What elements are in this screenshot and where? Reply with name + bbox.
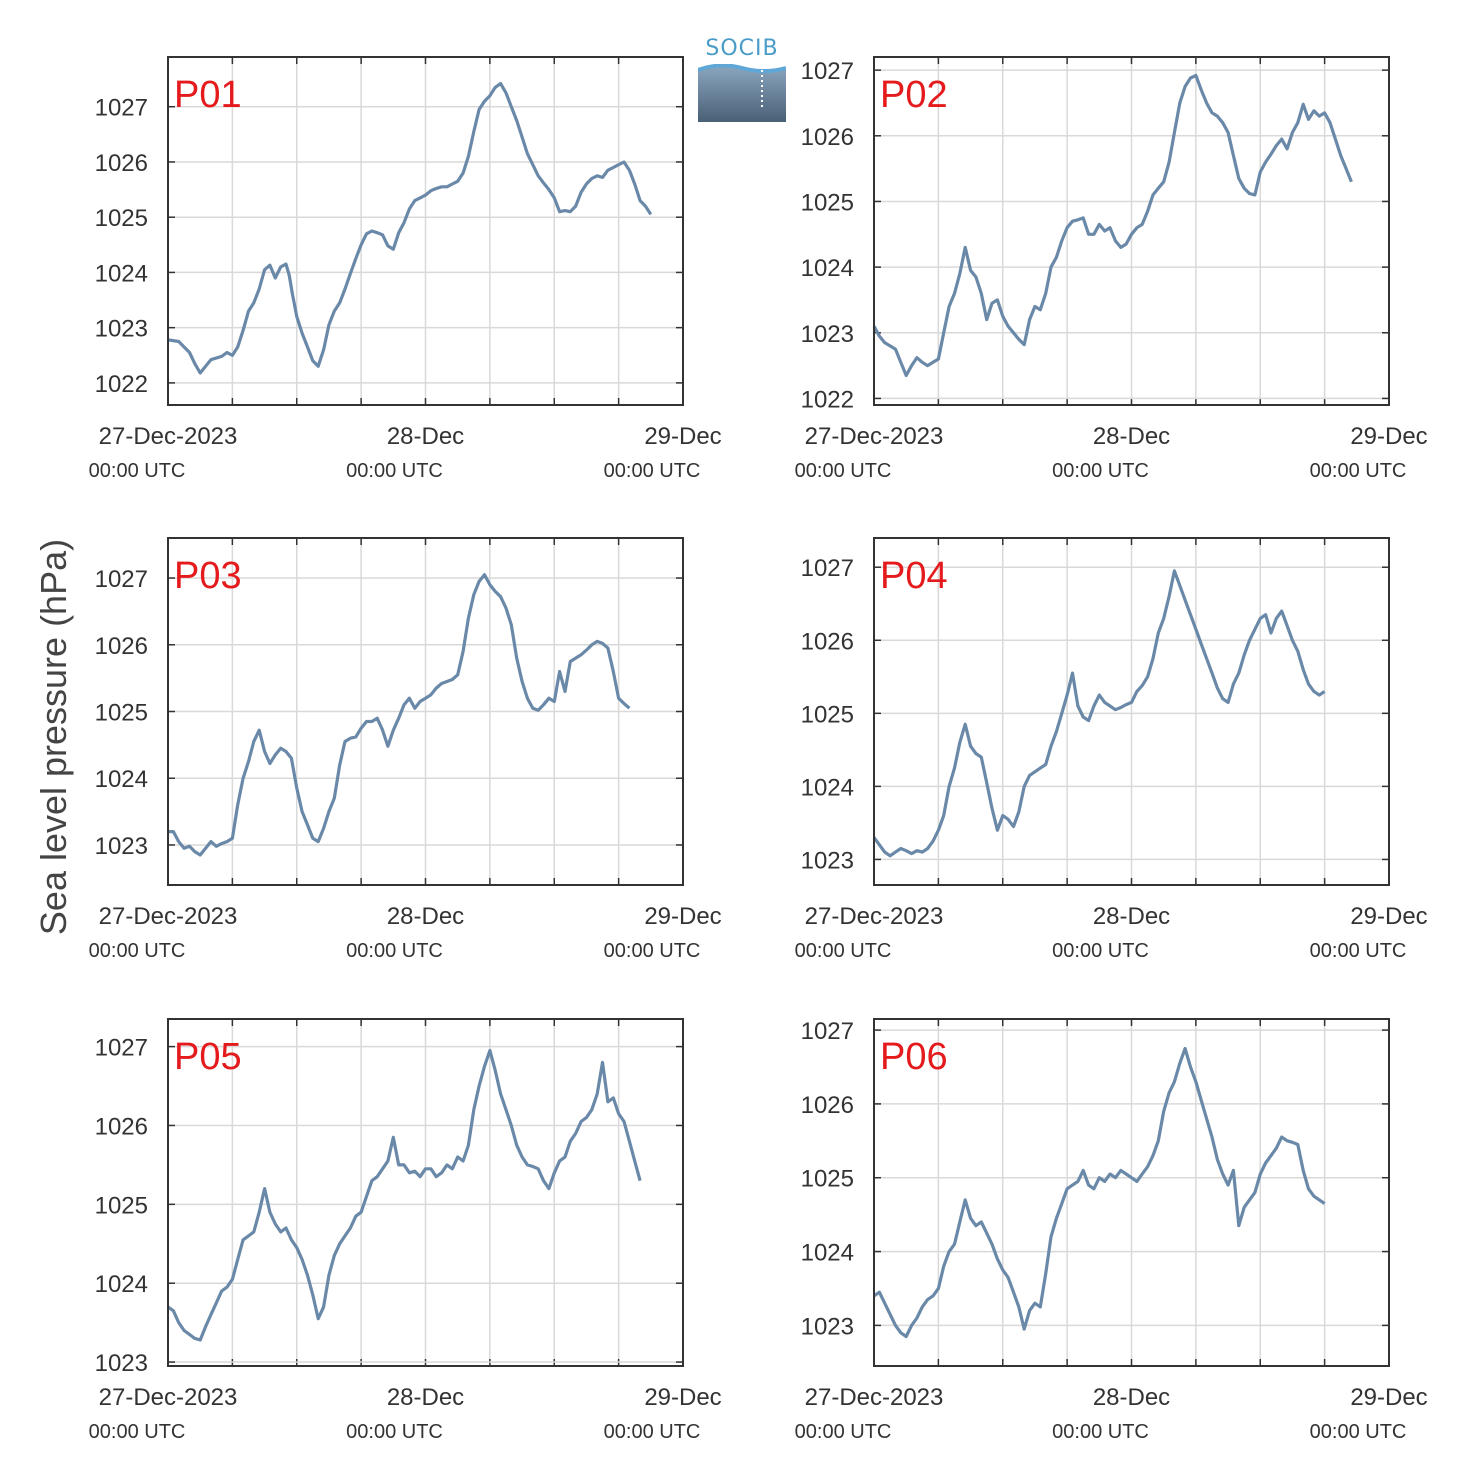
y-tick-label: 1025 — [95, 700, 148, 727]
x-tick-sublabel: 00:00 UTC — [604, 460, 701, 482]
x-tick-sublabel: 00:00 UTC — [346, 460, 443, 482]
x-tick-sublabel: 00:00 UTC — [1052, 1421, 1149, 1443]
y-tick-label: 1027 — [801, 1018, 854, 1045]
y-tick-label: 1025 — [95, 1192, 148, 1219]
axes-frame — [167, 1018, 684, 1367]
panel-label: P03 — [174, 555, 242, 597]
x-tick-sublabel: 00:00 UTC — [1052, 460, 1149, 482]
x-tick-label: 29-Dec — [644, 903, 721, 930]
logo-wave-icon — [698, 64, 786, 122]
x-tick-sublabel: 00:00 UTC — [1310, 1421, 1407, 1443]
y-tick-label: 1024 — [95, 260, 148, 287]
y-tick-label: 1025 — [95, 205, 148, 232]
y-tick-label: 1026 — [95, 150, 148, 177]
y-tick-label: 1027 — [95, 1035, 148, 1062]
x-tick-label: 28-Dec — [1093, 903, 1170, 930]
x-tick-sublabel: 00:00 UTC — [795, 940, 892, 962]
panel-p02: 1022 1023 1024 1025 1026 1027 P02 27-Dec-2023 00… — [795, 56, 1428, 482]
x-tick-label: 27-Dec-2023 — [99, 1384, 238, 1411]
x-tick-sublabel: 00:00 UTC — [1052, 940, 1149, 962]
y-tick-label: 1024 — [801, 1240, 854, 1267]
panel-p05: 1023 1024 1025 1026 1027 P05 27-Dec-2023 00:00 … — [89, 1018, 722, 1443]
x-tick-label: 28-Dec — [387, 1384, 464, 1411]
panel-p01: 1022 1023 1024 1025 1026 1027 P01 27-Dec-2023 00… — [89, 56, 722, 482]
y-tick-label: 1026 — [801, 1092, 854, 1119]
y-tick-label: 1026 — [801, 124, 854, 151]
x-tick-sublabel: 00:00 UTC — [604, 1421, 701, 1443]
x-tick-label: 29-Dec — [644, 423, 721, 450]
y-tick-label: 1022 — [801, 386, 854, 413]
x-tick-sublabel: 00:00 UTC — [346, 940, 443, 962]
x-tick-label: 29-Dec — [1350, 423, 1427, 450]
series-line-p02 — [872, 73, 1353, 378]
x-tick-label: 29-Dec — [1350, 1384, 1427, 1411]
y-tick-label: 1022 — [95, 371, 148, 398]
y-tick-label: 1024 — [95, 766, 148, 793]
y-tick-label: 1024 — [801, 774, 854, 801]
x-tick-label: 27-Dec-2023 — [805, 423, 944, 450]
x-tick-label: 27-Dec-2023 — [99, 903, 238, 930]
y-tick-label: 1023 — [801, 321, 854, 348]
series-line-p03 — [168, 573, 631, 857]
x-tick-sublabel: 00:00 UTC — [346, 1421, 443, 1443]
panel-p03: 1023 1024 1025 1026 1027 P03 27-Dec-2023 00:00 … — [89, 537, 722, 962]
y-tick-label: 1027 — [95, 95, 148, 122]
y-tick-label: 1023 — [801, 1313, 854, 1340]
x-tick-sublabel: 00:00 UTC — [1310, 940, 1407, 962]
panel-p04: 1023 1024 1025 1026 1027 P04 27-Dec-2023 00:00 … — [795, 537, 1428, 962]
y-tick-label: 1026 — [95, 1113, 148, 1140]
x-tick-sublabel: 00:00 UTC — [795, 1421, 892, 1443]
y-tick-label: 1024 — [95, 1271, 148, 1298]
y-tick-label: 1025 — [801, 1166, 854, 1193]
y-tick-label: 1023 — [95, 1350, 148, 1377]
y-tick-label: 1026 — [801, 628, 854, 655]
panel-label: P05 — [174, 1036, 242, 1078]
y-tick-label: 1027 — [95, 566, 148, 593]
y-tick-label: 1024 — [801, 255, 854, 282]
y-tick-label: 1026 — [95, 633, 148, 660]
x-tick-label: 29-Dec — [644, 1384, 721, 1411]
panel-p06: 1023 1024 1025 1026 1027 P06 27-Dec-2023 00:00 … — [795, 1018, 1428, 1443]
socib-logo: SOCIB — [696, 36, 788, 124]
panel-label: P01 — [174, 74, 242, 116]
x-tick-label: 27-Dec-2023 — [805, 1384, 944, 1411]
panel-label: P04 — [880, 555, 948, 597]
y-tick-label: 1027 — [801, 555, 854, 582]
logo-text: SOCIB — [705, 36, 779, 61]
axes-frame — [167, 56, 684, 406]
axes-frame — [873, 56, 1390, 406]
x-tick-label: 28-Dec — [387, 423, 464, 450]
x-tick-label: 27-Dec-2023 — [99, 423, 238, 450]
y-tick-label: 1025 — [801, 189, 854, 216]
y-tick-label: 1027 — [801, 58, 854, 85]
panel-label: P02 — [880, 74, 948, 116]
axes-frame — [167, 537, 684, 886]
x-tick-sublabel: 00:00 UTC — [89, 1421, 186, 1443]
x-tick-sublabel: 00:00 UTC — [89, 940, 186, 962]
axes-frame — [873, 537, 1390, 886]
x-tick-label: 28-Dec — [387, 903, 464, 930]
y-tick-label: 1023 — [95, 316, 148, 343]
y-tick-label: 1025 — [801, 701, 854, 728]
panel-label: P06 — [880, 1036, 948, 1078]
x-tick-label: 27-Dec-2023 — [805, 903, 944, 930]
x-tick-label: 28-Dec — [1093, 423, 1170, 450]
series-line-p05 — [167, 1048, 642, 1342]
x-tick-label: 28-Dec — [1093, 1384, 1170, 1411]
x-tick-label: 29-Dec — [1350, 903, 1427, 930]
y-axis-label: Sea level pressure (hPa) — [33, 539, 74, 935]
x-tick-sublabel: 00:00 UTC — [604, 940, 701, 962]
y-tick-label: 1023 — [801, 847, 854, 874]
x-tick-sublabel: 00:00 UTC — [795, 460, 892, 482]
series-line-p04 — [872, 569, 1326, 858]
series-line-p01 — [167, 81, 653, 375]
series-line-p06 — [873, 1046, 1326, 1339]
x-tick-sublabel: 00:00 UTC — [1310, 460, 1407, 482]
y-tick-label: 1023 — [95, 833, 148, 860]
axes-frame — [873, 1018, 1390, 1367]
x-tick-sublabel: 00:00 UTC — [89, 460, 186, 482]
